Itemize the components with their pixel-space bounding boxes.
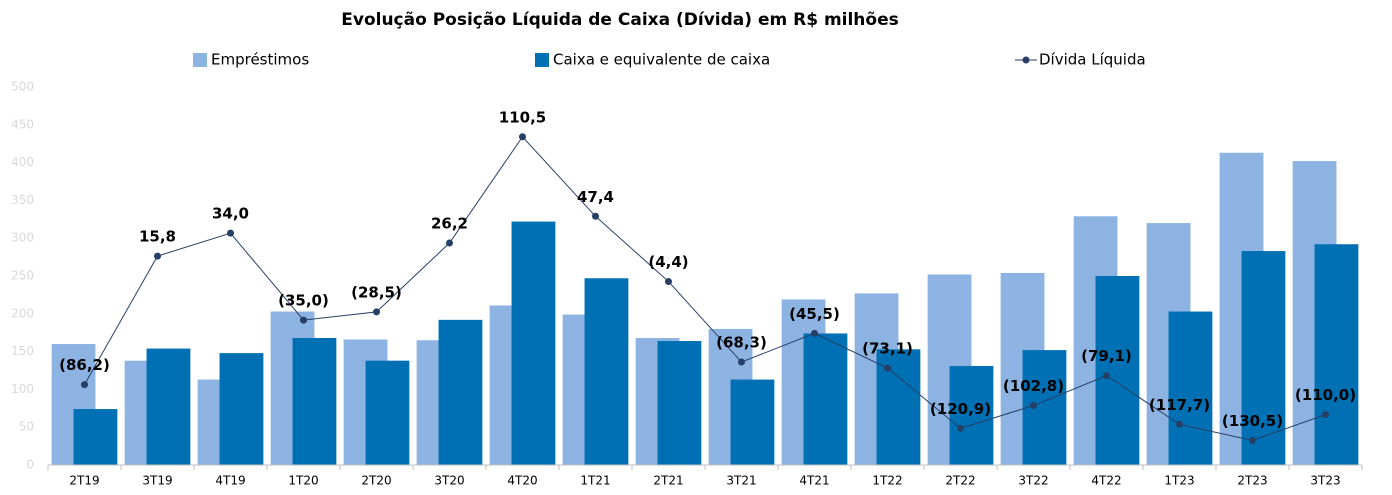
legend-label: Dívida Líquida: [1039, 51, 1146, 69]
x-tick-label: 2T22: [945, 474, 975, 488]
x-tick-label: 3T21: [726, 474, 756, 488]
bar: [365, 360, 410, 465]
x-tick-label: 1T20: [288, 474, 318, 488]
bar: [803, 333, 848, 465]
line-point: [811, 329, 818, 337]
line-point: [300, 316, 307, 324]
line-point: [446, 239, 453, 247]
line-point: [957, 424, 964, 432]
line: [84, 135, 1326, 441]
bar: [1095, 276, 1140, 465]
x-tick-label: 2T21: [653, 474, 683, 488]
line-point: [1176, 420, 1183, 428]
data-label: (110,0): [1295, 386, 1356, 404]
y-tick-label: 450: [11, 117, 34, 131]
line-point: [1322, 411, 1329, 419]
bar: [146, 348, 191, 465]
x-tick-label: 3T22: [1018, 474, 1048, 488]
data-label: 110,5: [499, 108, 546, 126]
data-label: (4,4): [648, 253, 688, 271]
bar: [1168, 311, 1213, 465]
bar: [1022, 350, 1067, 465]
x-tick-label: 2T19: [69, 474, 99, 488]
y-tick-label: 500: [11, 80, 34, 94]
line-point: [519, 133, 526, 141]
x-tick-label: 3T20: [434, 474, 464, 488]
data-label: (45,5): [789, 305, 840, 323]
x-tick-label: 2T23: [1237, 474, 1267, 488]
y-tick-label: 150: [11, 344, 34, 358]
line-point: [884, 364, 891, 372]
bar: [949, 365, 994, 465]
line-point: [373, 308, 380, 316]
y-tick-label: 250: [11, 269, 34, 283]
line-point: [1103, 372, 1110, 380]
data-label: (86,2): [59, 356, 110, 374]
line-point: [665, 278, 672, 286]
y-tick-label: 400: [11, 155, 34, 169]
y-tick-label: 350: [11, 193, 34, 207]
data-label: (68,3): [716, 334, 767, 352]
bar: [219, 353, 264, 465]
x-tick-label: 2T20: [361, 474, 391, 488]
bar: [584, 278, 629, 465]
data-label: (102,8): [1003, 377, 1064, 395]
data-label: (73,1): [862, 340, 913, 358]
bar: [73, 409, 118, 465]
x-tick-label: 3T23: [1310, 474, 1340, 488]
data-label: 34,0: [212, 205, 249, 223]
legend-swatch: [535, 53, 549, 67]
y-tick-label: 300: [11, 231, 34, 245]
data-label: 47,4: [577, 188, 614, 206]
data-label: (117,7): [1149, 396, 1210, 414]
x-tick-label: 1T23: [1164, 474, 1194, 488]
bar: [1241, 251, 1286, 465]
bar: [657, 341, 702, 465]
x-tick-label: 3T19: [142, 474, 172, 488]
line-point: [154, 252, 161, 260]
data-label: (79,1): [1081, 347, 1132, 365]
chart-title: Evolução Posição Líquida de Caixa (Dívid…: [341, 10, 899, 30]
line-point: [1249, 436, 1256, 444]
data-label: (35,0): [278, 292, 329, 310]
data-label: (28,5): [351, 283, 402, 301]
data-label: (130,5): [1222, 412, 1283, 430]
line-point: [1030, 402, 1037, 410]
line-point: [227, 229, 234, 237]
x-tick-label: 1T21: [580, 474, 610, 488]
line-point: [81, 381, 88, 389]
x-tick-label: 1T22: [872, 474, 902, 488]
y-tick-label: 0: [26, 458, 34, 472]
data-label: (120,9): [930, 400, 991, 418]
bar: [292, 337, 337, 465]
bar: [730, 379, 775, 465]
y-tick-label: 50: [19, 420, 34, 434]
line-point: [592, 212, 599, 220]
line-point: [738, 358, 745, 366]
y-tick-label: 200: [11, 306, 34, 320]
data-label: 26,2: [431, 214, 468, 232]
bar: [1314, 244, 1359, 465]
bar: [876, 349, 921, 465]
x-tick-label: 4T21: [799, 474, 829, 488]
bar: [438, 319, 483, 465]
legend-marker: [1022, 56, 1030, 64]
legend-label: Caixa e equivalente de caixa: [553, 51, 770, 69]
x-tick-label: 4T22: [1091, 474, 1121, 488]
data-label: 15,8: [139, 228, 176, 246]
x-tick-label: 4T19: [215, 474, 245, 488]
legend-label: Empréstimos: [211, 51, 309, 69]
x-tick-label: 4T20: [507, 474, 537, 488]
bar: [511, 221, 556, 465]
y-tick-label: 100: [11, 382, 34, 396]
legend-swatch: [193, 53, 207, 67]
